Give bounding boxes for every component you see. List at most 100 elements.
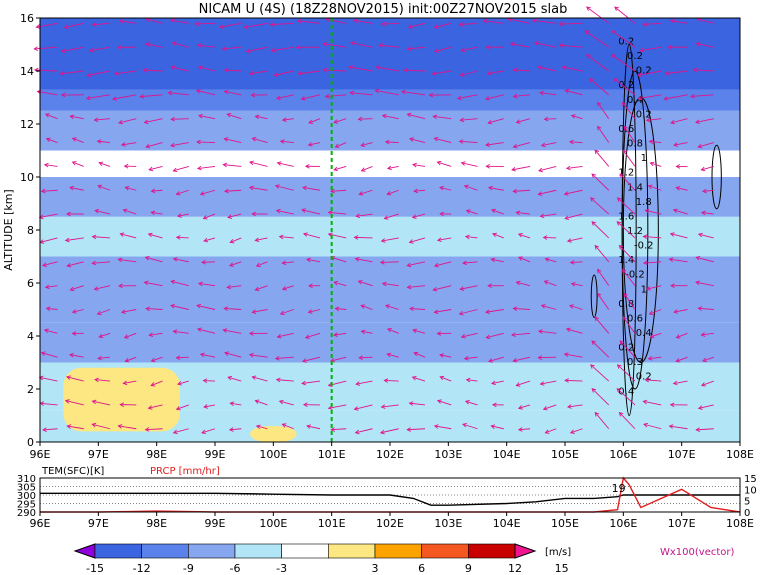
wind-vector [95,210,111,215]
wind-vector [39,376,58,382]
wind-vector-head [702,357,707,363]
wind-vector [119,20,137,24]
wind-vector [645,379,662,382]
wind-vector-head [302,232,308,237]
y-tick-label: 4 [27,330,34,343]
wind-vector-head [412,162,417,168]
wind-vector [302,187,321,191]
wind-vector [379,44,399,48]
colorbar-cell [374,543,422,559]
contour-label: 0.2 [618,80,634,91]
wind-vector-head [66,211,71,217]
wind-vector-head [358,191,364,196]
wind-vector [648,356,662,360]
wind-vector [65,400,84,406]
wind-vector [619,245,636,263]
wind-vector-head [327,232,333,238]
wind-vector [611,54,636,72]
wind-vector-head [436,160,442,166]
wind-vector-head [512,188,518,194]
wind-vector-head [171,41,177,46]
wind-vector [87,70,111,76]
wind-vector [407,285,426,288]
wind-vector [486,332,504,339]
wind-vector [323,43,347,48]
y-tick-label: 10 [20,171,34,184]
wind-vector-head [464,234,470,240]
wind-vector [434,22,452,28]
wind-vector [673,209,688,215]
wind-vector-head [203,404,209,409]
wind-vector [171,118,189,120]
wind-vector-head [304,163,310,169]
wind-vector-head [570,114,576,119]
wind-vector [64,22,84,28]
wind-vector-head [585,6,591,11]
wind-vector [381,237,399,242]
wind-vector-head [71,331,77,336]
wind-vector [349,66,373,72]
wind-vector-head [167,90,173,96]
wind-vector [511,332,531,336]
wind-vector-head [194,21,200,27]
wind-vector [619,340,636,358]
wind-vector-head [540,304,546,309]
wind-vector [387,353,399,358]
wind-vector [541,304,557,310]
wind-vector-head [623,292,628,298]
wind-vector [333,332,347,336]
wind-vector [510,43,531,48]
wind-vector-head [349,90,354,96]
wind-vector-head [487,185,493,191]
wind-vector-head [566,404,572,409]
wind-vector-head [357,116,363,122]
wind-vector [302,356,321,362]
wind-vector [358,118,373,120]
wind-vector-head [675,186,681,191]
wind-vector [559,22,583,25]
wind-vector [331,256,347,263]
colorbar-high-arrow [514,543,537,559]
wind-vector-head [669,18,675,24]
wind-vector [121,309,137,313]
wind-vector [591,340,610,358]
wind-vector-head [621,268,627,274]
wind-vector-head [561,65,567,70]
wind-vector-head [229,239,235,244]
wind-vector-head [296,18,302,24]
wind-vector-head [439,375,445,381]
wind-vector-head [459,286,465,291]
wind-vector [538,189,557,195]
wind-vector-head [648,310,654,315]
wind-vector-head [98,161,104,166]
wind-vector [664,94,688,100]
wind-vector [586,6,610,24]
wind-vector [516,118,531,123]
wind-vector-head [145,306,150,312]
wind-vector [594,245,610,263]
surface-plot-frame [39,477,741,513]
wind-vector [118,118,137,124]
wind-vector-head [460,334,466,339]
wind-vector-head [379,260,385,265]
contour-label: 0.8 [627,139,643,150]
wind-vector-head [33,46,39,51]
wind-vector [648,185,662,191]
wind-vector [277,162,294,167]
wind-vector [410,308,426,310]
wind-vector-head [170,18,175,24]
wind-vector-head [144,255,150,261]
wind-vector [623,126,636,143]
wind-vector-head [91,234,97,240]
wind-vector [487,70,504,75]
wind-vector-head [64,399,70,404]
wind-vector [614,6,636,24]
wind-vector [145,142,163,148]
wind-vector-head [409,306,414,312]
wind-vector-head [512,143,518,149]
wind-vector-head [542,235,548,240]
wind-vector [409,237,426,243]
wind-vector [99,332,111,338]
wind-vector-head [384,139,390,145]
wind-vector-head [360,167,366,172]
